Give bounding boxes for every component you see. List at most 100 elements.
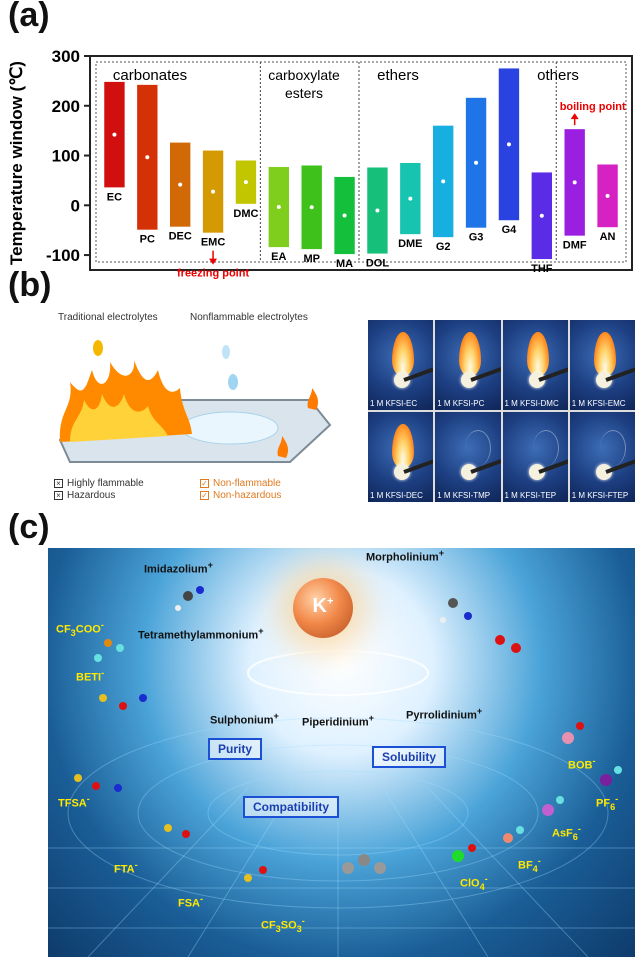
sulphonium-label: Sulphonium+ — [210, 711, 279, 727]
midpoint-dot — [474, 160, 479, 165]
bar-label: EA — [271, 251, 286, 263]
photo-kfsi-emc: 1 M KFSI-EMC — [569, 320, 635, 410]
potassium-ion-sphere: K+ — [293, 578, 353, 638]
freezing-arrow-head — [209, 258, 218, 265]
midpoint-dot — [506, 142, 511, 147]
plot-frame — [89, 55, 633, 271]
group-title: esters — [285, 85, 323, 101]
compatibility-box: Compatibility — [243, 796, 340, 818]
small-flame-bottom — [277, 436, 289, 458]
imidazolium-label: Imidazolium+ — [144, 560, 213, 576]
piperidinium-label: Piperidinium+ — [302, 713, 374, 729]
nonflammable-puddle — [181, 411, 279, 445]
panel-a-label: (a) — [8, 0, 50, 34]
photo-caption: 1 M KFSI-TEP — [504, 491, 557, 500]
bar-label: DMF — [563, 240, 587, 252]
photo-caption: 1 M KFSI-TMP — [437, 491, 491, 500]
photo-kfsi-dmc: 1 M KFSI-DMC — [502, 320, 568, 410]
liquid-drop-left — [93, 340, 103, 356]
glowing-grid-floor — [48, 586, 635, 957]
photo-kfsi-ftep: 1 M KFSI-FTEP — [569, 412, 635, 502]
legend-highly-flammable-text: Highly flammable — [67, 478, 144, 489]
photo-caption: 1 M KFSI-DEC — [370, 491, 423, 500]
photo-kfsi-ec: 1 M KFSI-EC — [368, 320, 434, 410]
freezing-point-label: freezing point — [177, 268, 249, 280]
bar-label: EC — [107, 191, 122, 203]
liquid-drop-right-2 — [228, 374, 238, 390]
flammability-photo-grid: 1 M KFSI-EC 1 M KFSI-PC 1 M KFSI-DMC 1 M… — [368, 320, 635, 502]
x-box-icon: × — [54, 491, 63, 500]
photo-caption: 1 M KFSI-FTEP — [571, 491, 629, 500]
pyrrolidinium-label: Pyrrolidinium+ — [406, 706, 483, 722]
cf3so3-label: CF3SO3- — [261, 916, 305, 934]
y-axis-label: Temperature window (℃) — [7, 61, 26, 265]
group-title: carbonates — [113, 67, 187, 84]
photo-kfsi-tmp: 1 M KFSI-TMP — [435, 412, 501, 502]
photo-caption: 1 M KFSI-PC — [437, 399, 485, 408]
fsa-label: FSA- — [178, 894, 204, 910]
bob-label: BOB- — [568, 756, 596, 772]
liquid-drop-right — [222, 345, 230, 359]
check-box-icon: ✓ — [200, 491, 209, 500]
asf6-label: AsF6- — [552, 824, 581, 842]
midpoint-dot — [178, 182, 183, 187]
midpoint-dot — [243, 180, 248, 185]
photo-kfsi-dec: 1 M KFSI-DEC — [368, 412, 434, 502]
bar-label: DEC — [169, 231, 192, 243]
fta-label: FTA- — [114, 860, 138, 876]
cf3coo-label: CF3COO- — [56, 620, 104, 638]
y-tick-label: 200 — [52, 97, 80, 116]
legend-non-flammable-text: Non-flammable — [213, 478, 281, 489]
y-tick-label: 0 — [71, 196, 80, 215]
potassium-ion-label: K+ — [312, 595, 334, 617]
legend-hazardous-text: Hazardous — [67, 490, 116, 501]
midpoint-dot — [276, 205, 281, 210]
clo4-label: ClO4- — [460, 874, 488, 892]
bar-label: G2 — [436, 241, 451, 253]
panel-c-label: (c) — [8, 508, 50, 546]
tfsa-label: TFSA- — [58, 794, 90, 810]
panel-b-label: (b) — [8, 266, 52, 304]
boiling-point-label: boiling point — [560, 101, 626, 113]
midpoint-dot — [211, 189, 216, 194]
legend-highly-flammable: × Highly flammable — [54, 478, 144, 489]
temperature-window-chart: Temperature window (℃) 300 200 100 0 -100 carb… — [7, 47, 633, 280]
bf4-label: BF4- — [518, 856, 541, 874]
group-title: others — [537, 67, 579, 84]
midpoint-dot — [539, 213, 544, 218]
traditional-electrolytes-caption: Traditional electrolytes — [58, 312, 158, 323]
group-title: carboxylate — [268, 67, 340, 83]
photo-caption: 1 M KFSI-EC — [370, 399, 418, 408]
midpoint-dot — [342, 213, 347, 218]
beti-label: BETI- — [76, 668, 105, 684]
legend-non-hazardous-text: Non-hazardous — [213, 490, 282, 501]
legend-hazardous: × Hazardous — [54, 490, 115, 501]
pf6-label: PF6- — [596, 794, 619, 812]
midpoint-dot — [309, 205, 314, 210]
legend-non-hazardous: ✓ Non-hazardous — [200, 490, 281, 501]
midpoint-dot — [145, 155, 150, 160]
purity-box: Purity — [208, 738, 263, 760]
y-tick-label: -100 — [46, 246, 80, 265]
bar-label: DME — [398, 238, 422, 250]
bar-label: EMC — [201, 237, 226, 249]
group-title: ethers — [377, 67, 419, 84]
bar-label: THF — [531, 263, 553, 275]
inner-frame — [95, 61, 627, 263]
bar-label: DMC — [233, 208, 258, 220]
nonflammable-electrolytes-caption: Nonflammable electrolytes — [190, 312, 308, 323]
midpoint-dot — [375, 208, 380, 213]
boiling-arrow-head — [570, 113, 579, 120]
bar-label: AN — [600, 231, 616, 243]
flames-inner — [70, 394, 168, 442]
photo-caption: 1 M KFSI-EMC — [571, 399, 626, 408]
midpoint-dot — [441, 179, 446, 184]
midpoint-dot — [112, 132, 117, 137]
bar-label: G4 — [502, 224, 518, 236]
bar-label: MP — [303, 253, 320, 265]
small-flame-right — [307, 388, 319, 410]
y-tick-label: 300 — [52, 47, 80, 66]
molecule-atoms — [74, 586, 622, 882]
midpoint-dot — [408, 196, 413, 201]
